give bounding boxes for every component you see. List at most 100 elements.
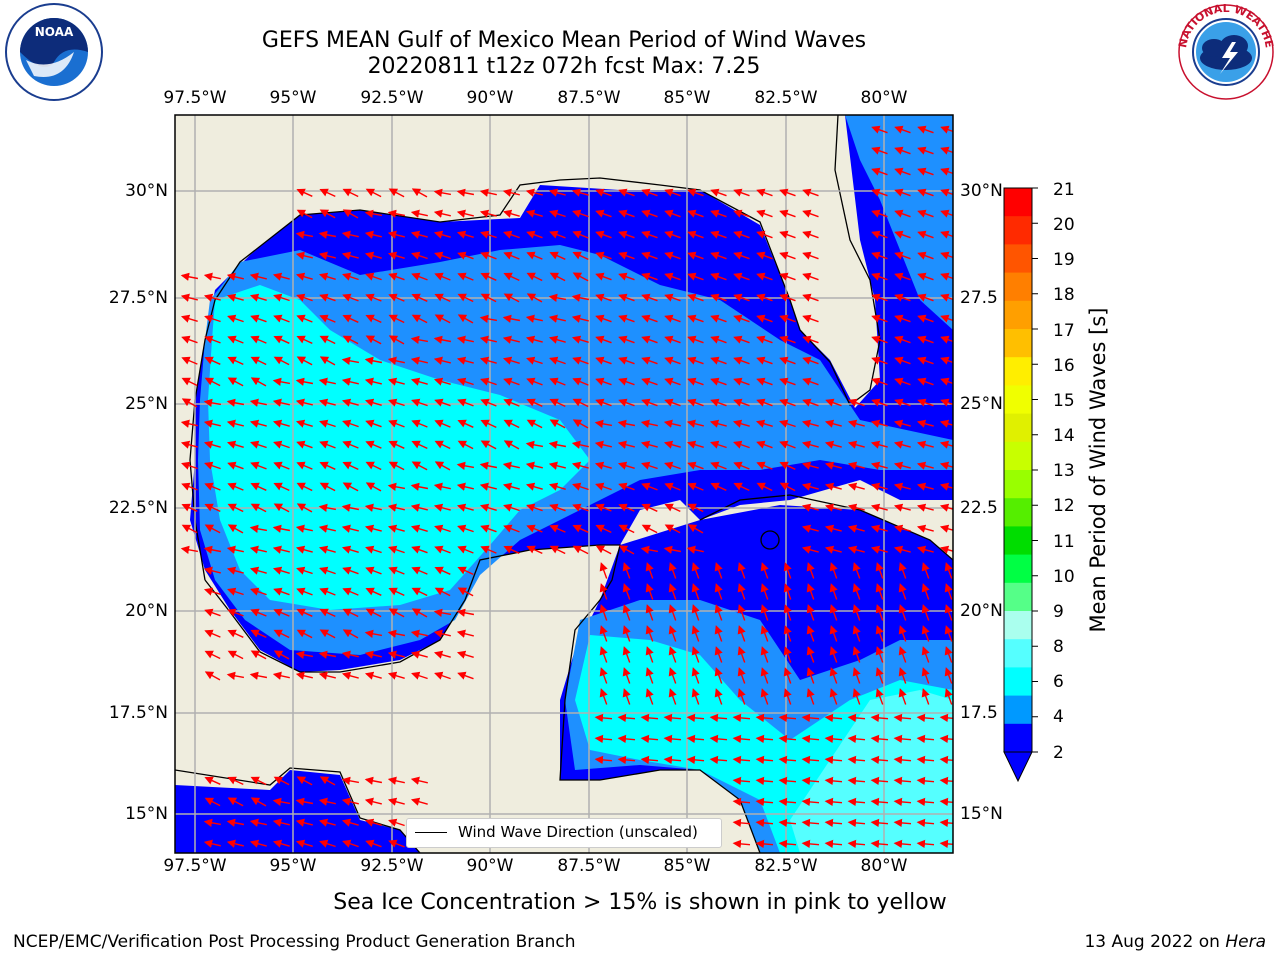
wind-arrow	[227, 608, 244, 617]
wind-arrow	[433, 503, 451, 512]
wind-arrow	[756, 398, 773, 407]
wind-arrow	[503, 377, 520, 386]
wind-arrow	[917, 377, 934, 386]
wind-arrow	[341, 377, 359, 386]
lat-tick: 25°N	[125, 394, 168, 414]
wind-arrow	[871, 167, 888, 176]
wind-arrow	[341, 818, 359, 827]
wind-arrow	[599, 688, 608, 705]
wind-arrow	[273, 587, 290, 596]
lon-tick: 97.5°W	[163, 856, 227, 876]
wind-arrow	[760, 688, 769, 705]
wind-arrow	[664, 524, 681, 534]
wind-arrow	[227, 650, 244, 660]
wind-arrow	[410, 650, 428, 659]
wind-arrow	[779, 272, 796, 281]
wind-arrow	[870, 755, 889, 765]
wind-arrow	[940, 188, 953, 197]
plot-title-line2: 20220811 t12z 072h fcst Max: 7.25	[367, 54, 761, 79]
wind-arrow	[341, 524, 359, 533]
wind-arrow	[710, 482, 727, 491]
wind-arrow	[342, 314, 359, 323]
wind-arrow	[204, 650, 221, 660]
wind-arrow	[848, 398, 865, 407]
wind-arrow	[801, 797, 820, 807]
wind-arrow	[806, 583, 815, 600]
wind-arrow	[594, 755, 613, 765]
wind-arrow	[411, 398, 428, 407]
wind-arrow	[893, 482, 911, 491]
wind-arrow	[824, 503, 842, 512]
wind-arrow	[916, 818, 935, 828]
wind-arrow	[226, 419, 244, 428]
wind-arrow	[824, 839, 843, 849]
wind-arrow	[457, 377, 474, 386]
wind-arrow	[641, 482, 658, 491]
wind-arrow	[825, 398, 842, 407]
wind-arrow	[295, 524, 313, 533]
wind-arrow	[917, 398, 934, 407]
wind-arrow	[433, 629, 451, 638]
wind-arrow	[894, 125, 911, 134]
wind-arrow	[411, 566, 428, 575]
wind-arrow	[802, 293, 819, 302]
wind-arrow	[571, 293, 590, 302]
wind-arrow	[204, 335, 221, 344]
wind-arrow	[641, 398, 658, 407]
wind-arrow	[319, 839, 336, 848]
wind-arrow	[714, 646, 723, 663]
wind-arrow	[227, 587, 244, 596]
lat-tick: 20°N	[125, 601, 168, 621]
wind-arrow	[456, 461, 475, 470]
wind-arrow	[227, 524, 244, 534]
wind-arrow	[779, 398, 796, 407]
wind-arrow	[664, 251, 681, 260]
colorbar-extend-arrow	[1003, 751, 1033, 783]
wind-arrow	[479, 482, 497, 491]
wind-arrow	[364, 650, 382, 659]
wind-arrow	[710, 377, 727, 386]
wind-arrow	[778, 818, 797, 828]
colorbar-label: 14	[1053, 426, 1075, 446]
wind-arrow	[319, 419, 336, 428]
wind-arrow	[916, 503, 934, 512]
wind-arrow	[668, 625, 677, 642]
wind-arrow	[778, 797, 797, 807]
wind-arrow	[273, 293, 290, 302]
wind-arrow	[272, 545, 290, 554]
wind-arrow	[571, 335, 589, 344]
colorbar-cell	[1004, 329, 1032, 358]
wind-arrow	[364, 503, 382, 512]
wind-arrow	[944, 667, 953, 684]
colorbar-label: 15	[1053, 391, 1075, 411]
wind-arrow	[917, 335, 934, 344]
wind-arrow	[572, 482, 589, 491]
wind-arrow	[664, 461, 681, 470]
wind-arrow	[433, 377, 451, 386]
wind-arrow	[249, 671, 268, 680]
colorbar-label: 2	[1053, 743, 1064, 763]
wind-arrow	[387, 629, 406, 638]
wind-arrow	[645, 667, 654, 684]
wind-arrow	[710, 314, 727, 323]
wind-arrow	[783, 646, 792, 663]
wind-arrow	[641, 230, 658, 239]
colorbar-cell	[1004, 357, 1032, 386]
wind-arrow	[456, 482, 474, 491]
wind-arrow	[779, 377, 796, 386]
wind-arrow	[342, 419, 359, 428]
wind-arrow	[410, 503, 428, 512]
wind-arrow	[388, 545, 405, 554]
wind-arrow	[940, 125, 953, 134]
wind-arrow	[226, 671, 245, 680]
wind-arrow	[572, 503, 589, 512]
wind-arrow	[640, 734, 659, 744]
wind-arrow	[714, 667, 723, 684]
wind-arrow	[295, 650, 314, 659]
wind-arrow	[710, 272, 727, 281]
wind-arrow	[250, 461, 267, 470]
wind-arrow	[433, 356, 451, 365]
wind-arrow	[595, 545, 612, 555]
wind-arrow	[203, 440, 221, 449]
wind-arrow	[847, 818, 866, 828]
